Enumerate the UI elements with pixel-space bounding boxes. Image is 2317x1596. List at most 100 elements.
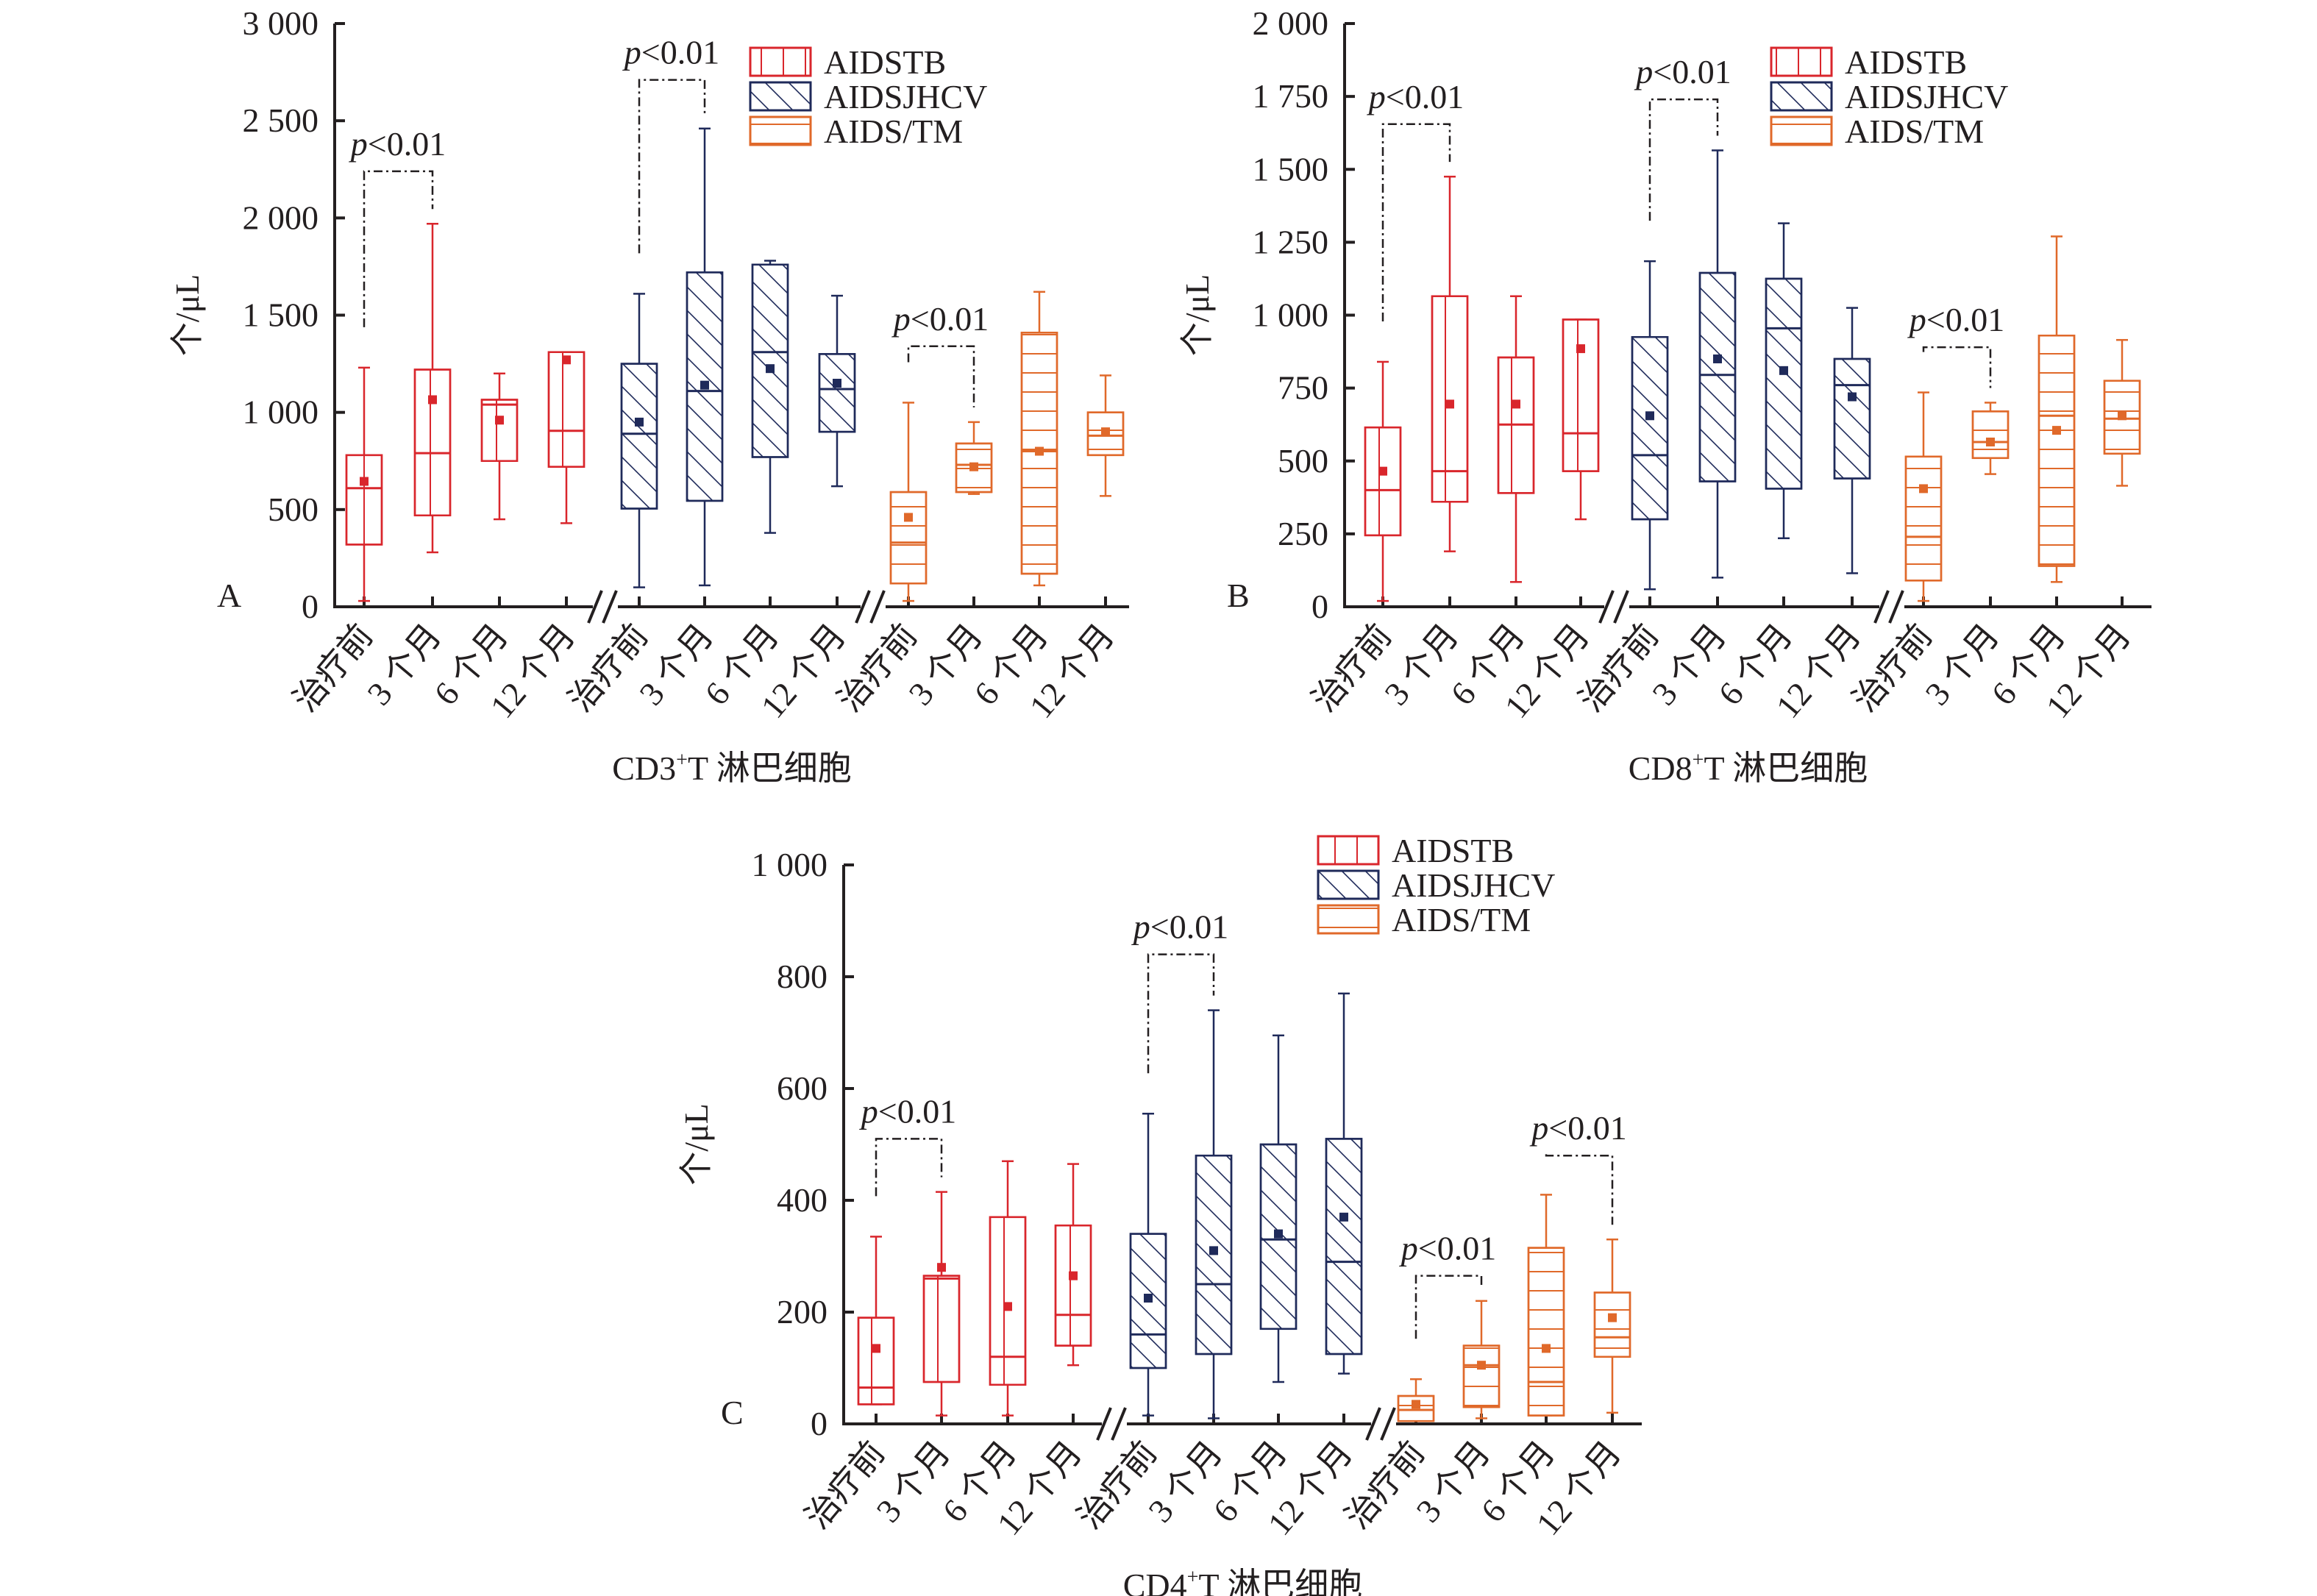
box-aidsjhcv-0 [1129,1112,1167,1417]
box-pattern [889,491,928,585]
box-pattern [1325,1138,1363,1355]
panel-letter: A [217,577,241,614]
mean-marker [700,380,709,390]
mean-marker [428,395,437,405]
significance-bracket: p<0.01 [1367,78,1464,321]
x-axis-title-sup: + [1187,1566,1199,1589]
mean-marker [872,1344,880,1353]
x-category-label: 治疗前 [1338,1434,1432,1536]
box-aidsjhcv-2 [1259,1034,1298,1383]
box-aids-tm-1 [1971,402,2010,475]
x-category-label: 治疗前 [830,617,925,719]
p-value-text: <0.01 [1150,908,1228,946]
bracket-line [1414,1275,1483,1339]
mean-marker [1477,1361,1486,1370]
box-aidstb-1 [1431,175,1469,552]
significance-bracket: p<0.01 [1399,1230,1496,1339]
y-tick-label: 3 000 [243,4,319,42]
p-value-text: <0.01 [878,1092,956,1130]
axis-break-mark [1365,1407,1381,1441]
box-pattern [751,263,789,458]
box-pattern [1698,271,1737,482]
p-value-text: <0.01 [911,300,989,338]
y-tick-label: 500 [1278,442,1328,480]
mean-marker [1209,1246,1218,1255]
bracket-line [1147,953,1215,1074]
legend-swatch-pattern [1317,869,1380,900]
mean-marker [1576,344,1585,354]
bracket-line [638,79,706,254]
mean-marker [2118,411,2126,421]
p-value-text: <0.01 [1548,1109,1626,1147]
y-tick-label: 600 [777,1069,828,1107]
y-axis-title: 个/μL [677,1103,715,1186]
legend-swatch-pattern [1770,115,1833,146]
box-pattern [922,1275,961,1383]
box-pattern [345,454,383,546]
x-category-label: 治疗前 [798,1434,892,1536]
mean-marker [1608,1313,1617,1322]
p-value-label: p<0.01 [622,34,719,71]
box-aids-tm-3 [1593,1238,1631,1414]
y-tick-label: 1 000 [1253,296,1329,334]
mean-marker [1144,1294,1153,1303]
mean-marker [562,355,571,365]
x-category-label: 3 个月 [1377,617,1465,713]
box-pattern [1527,1247,1565,1417]
legend-swatch-pattern [749,81,812,112]
x-category-label: 3 个月 [632,617,720,713]
x-axis-title: CD4+T 淋巴细胞 [1123,1566,1362,1596]
y-tick-label: 200 [777,1293,828,1330]
p-value-text: <0.01 [1926,301,2004,338]
significance-bracket: p<0.01 [859,1092,956,1197]
box-aids-tm-2 [2037,235,2076,583]
y-tick-label: 1 500 [1253,150,1329,188]
axis-break-mark [1613,590,1629,624]
p-symbol: p [1131,908,1150,946]
x-axis-title: CD8+T 淋巴细胞 [1629,749,1868,787]
x-category-label: 3 个月 [360,617,448,713]
p-symbol: p [859,1092,878,1130]
box-pattern [857,1317,895,1406]
legend-label: AIDSTB [1392,832,1514,869]
bracket-line [875,1138,943,1197]
legend-label: AIDS/TM [824,113,963,150]
box-aids-tm-3 [2103,338,2141,487]
p-value-text: <0.01 [641,34,719,71]
p-value-label: p<0.01 [349,125,446,163]
box-aidsjhcv-3 [1325,992,1363,1375]
x-category-label: 治疗前 [1846,617,1940,719]
y-tick-label: 1 500 [243,296,319,334]
box-pattern [620,363,658,510]
x-category-label: 3 个月 [1645,617,1733,713]
x-axis-title-rest: T 淋巴细胞 [1704,749,1868,787]
box-aidsjhcv-2 [751,260,789,534]
legend-label: AIDSJHCV [1392,866,1555,904]
mean-marker [2052,426,2061,435]
box-pattern [1971,410,2010,460]
x-axis-title-sup: + [676,749,688,772]
p-symbol: p [1907,301,1926,338]
x-category-label: 治疗前 [1305,617,1399,719]
x-category-label: 治疗前 [1070,1434,1164,1536]
y-tick-label: 400 [777,1181,828,1219]
p-value-label: p<0.01 [859,1092,956,1130]
legend-swatch-pattern [749,115,812,146]
p-symbol: p [622,34,641,71]
bracket-line [1381,123,1451,321]
box-aidsjhcv-3 [818,294,856,488]
x-category-label: 3 个月 [1409,1434,1497,1530]
mean-marker [495,416,504,425]
axis-break-mark [587,590,603,624]
mean-marker [766,364,775,374]
axis-break-mark [602,590,618,624]
box-pattern [1364,426,1402,537]
bracket-line [907,345,975,407]
y-tick-label: 0 [302,588,318,625]
